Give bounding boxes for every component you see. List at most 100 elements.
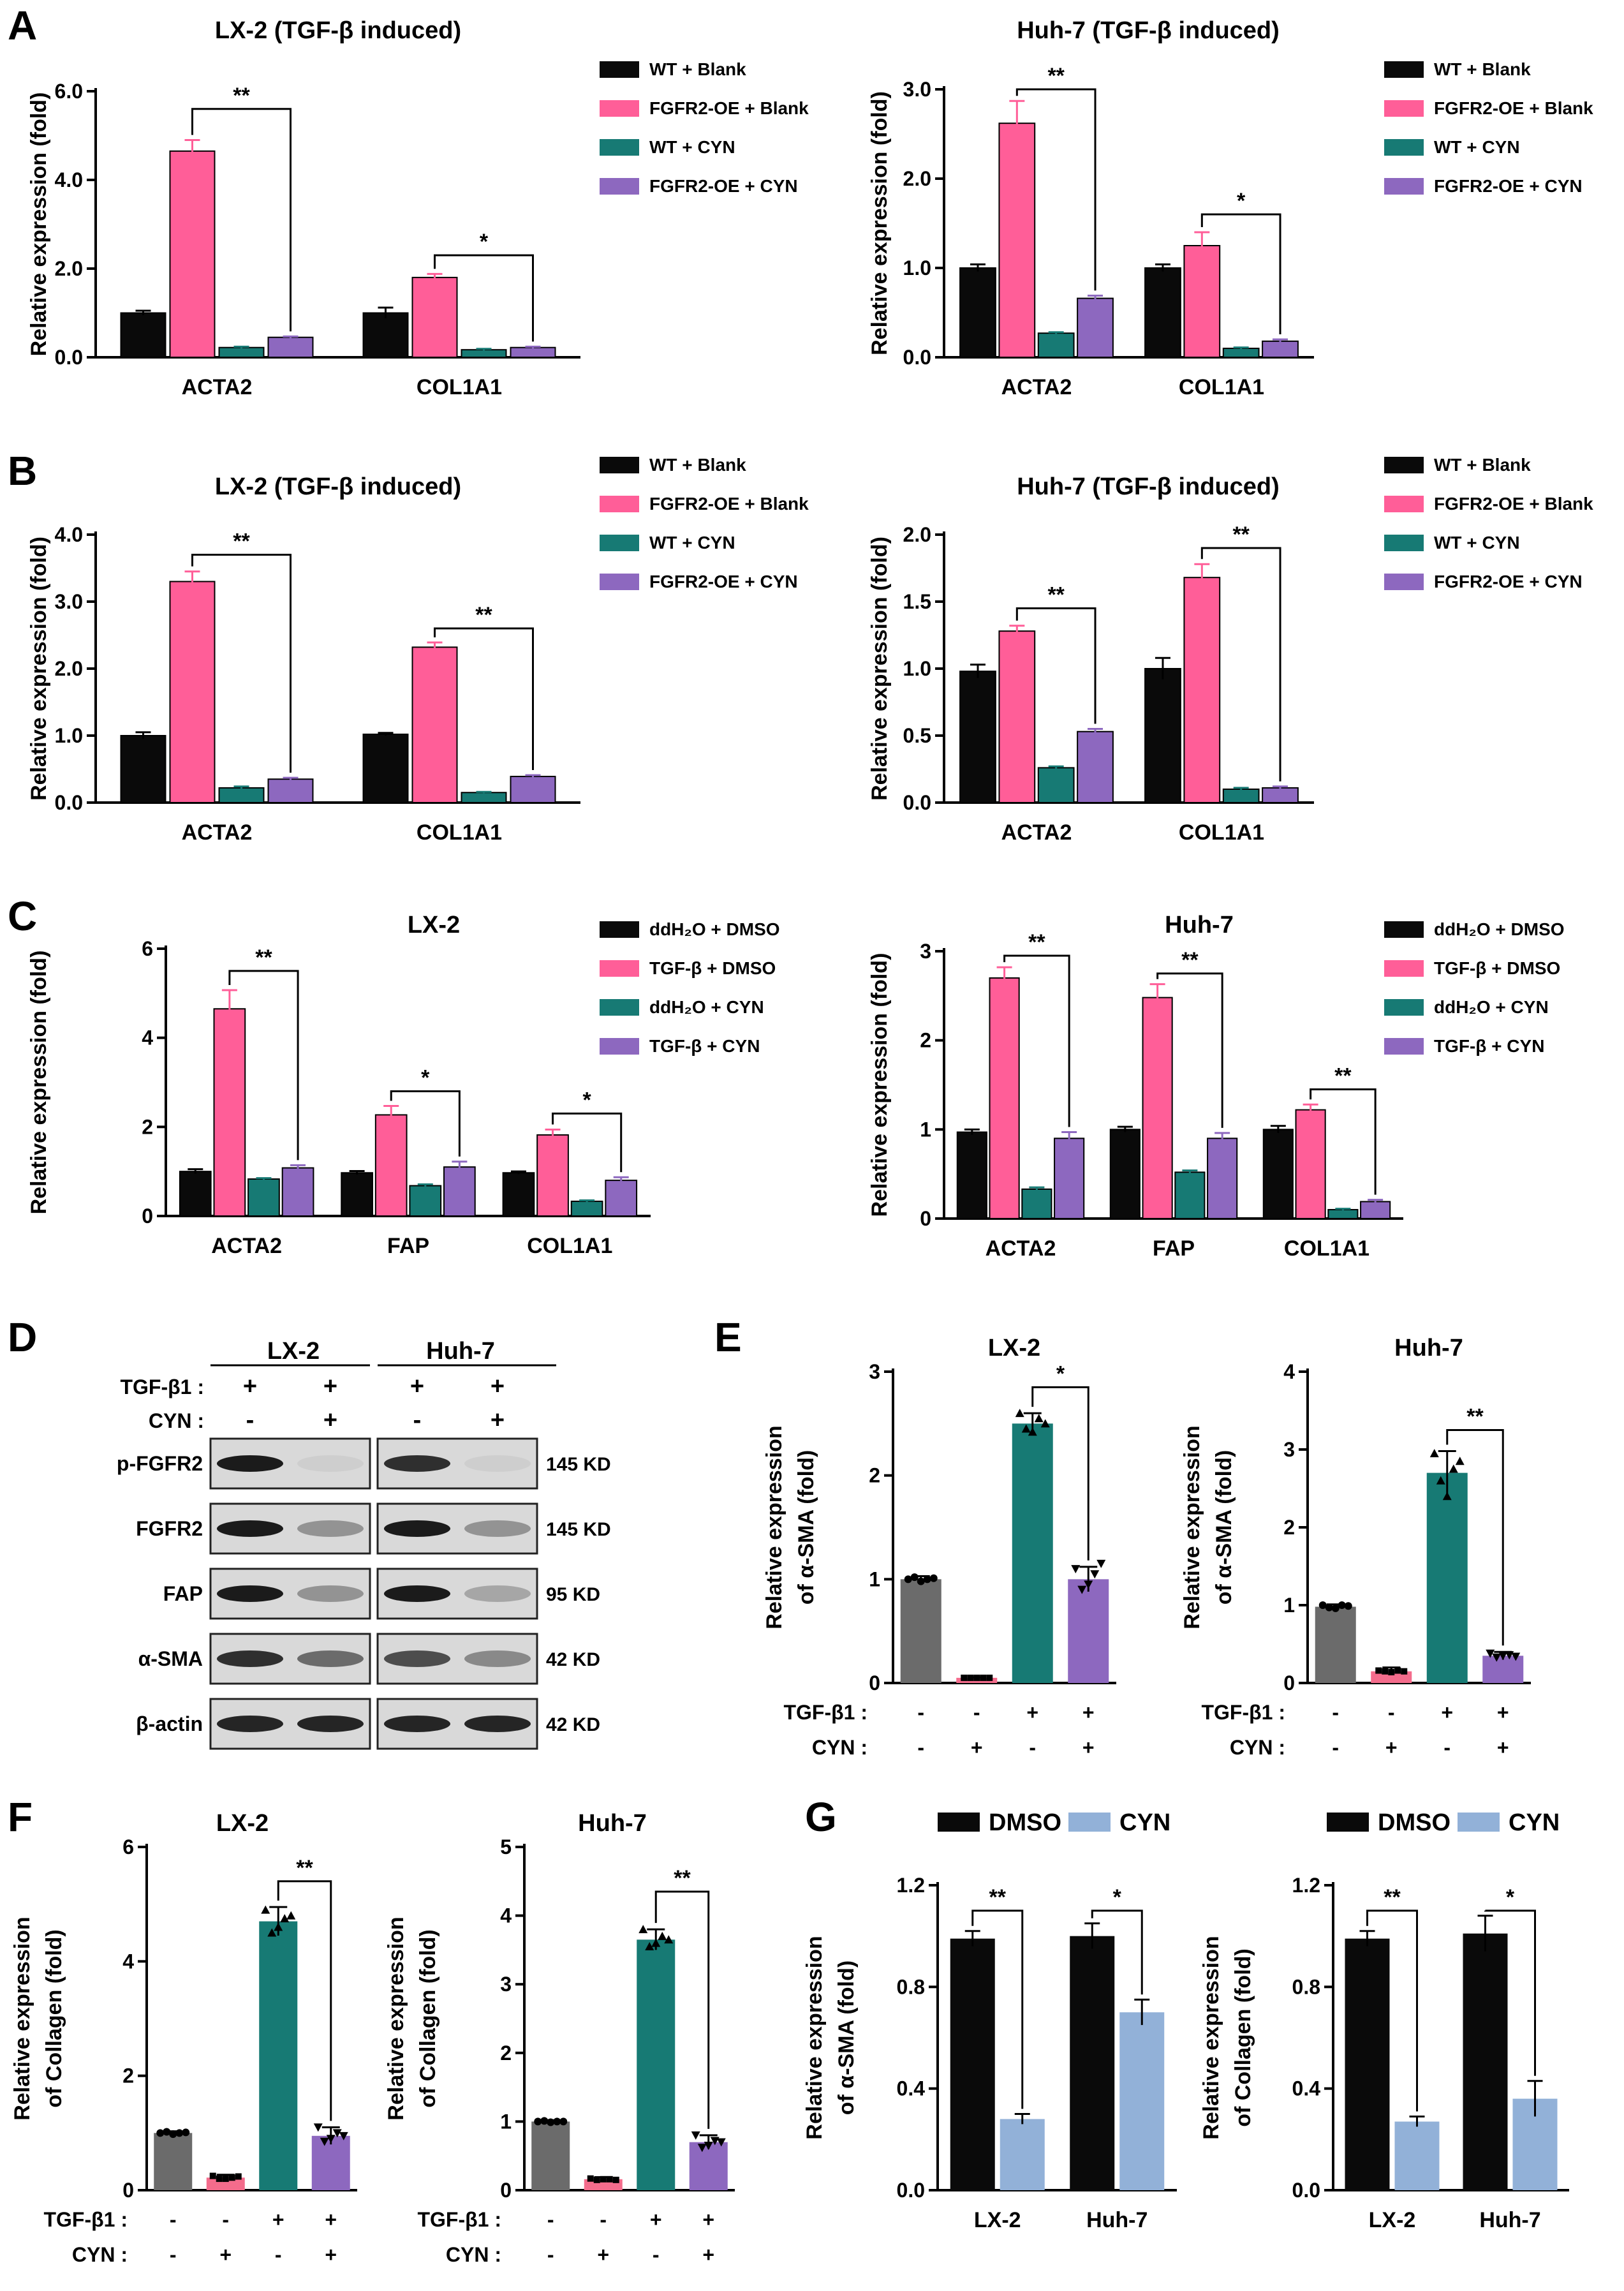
data-point [929, 1574, 938, 1582]
bar [120, 735, 166, 803]
y-tick-label: 5 [500, 1835, 512, 1858]
bar [605, 1180, 638, 1217]
legend-swatch [600, 100, 639, 117]
bar [120, 312, 166, 358]
bar [502, 1172, 535, 1217]
legend-label: ddH₂O + DMSO [1434, 919, 1565, 939]
bar [1360, 1201, 1391, 1220]
bar [1183, 245, 1221, 358]
y-tick-label: 1.5 [903, 590, 931, 613]
bar [1021, 1188, 1052, 1220]
treatment-sign: - [547, 2243, 554, 2266]
bar [1295, 1109, 1326, 1220]
bar [1037, 332, 1075, 359]
y-tick-label: 1 [869, 1568, 880, 1590]
legend-label: FGFR2-OE + CYN [649, 176, 798, 196]
y-tick-label: 2.0 [903, 523, 931, 546]
data-point [639, 1925, 648, 1934]
bar [213, 1008, 246, 1217]
significance-label: ** [1047, 583, 1065, 607]
cell-line-label: LX-2 [267, 1338, 320, 1365]
category-label: COL1A1 [417, 820, 502, 845]
chart-title: LX-2 [408, 912, 460, 938]
category-label: ACTA2 [211, 1234, 282, 1258]
significance-label: ** [1047, 64, 1065, 88]
bar [959, 267, 996, 358]
chart-c-huh7: 0 1 2 3 Relative expression (fold) Huh-7 ACTA2… [867, 912, 1565, 1261]
legend-label: WT + Blank [1434, 59, 1531, 79]
legend-swatch [600, 496, 639, 512]
treatment-sign: + [1497, 1736, 1509, 1759]
y-axis-label: Relative expression (fold) [27, 951, 51, 1215]
category-label: ACTA2 [985, 1236, 1056, 1261]
y-tick-label: 3 [500, 1973, 512, 1996]
bar [267, 778, 314, 803]
legend-swatch [1384, 496, 1424, 512]
significance-label: * [1113, 1885, 1122, 1909]
y-axis-label: of α-SMA (fold) [834, 1961, 859, 2115]
bar [998, 122, 1036, 358]
y-tick-label: 0 [920, 1207, 931, 1230]
data-point [1511, 1652, 1521, 1661]
data-point [547, 2118, 555, 2126]
y-tick-label: 2 [920, 1029, 931, 1052]
treatment-sign: + [1082, 1736, 1095, 1759]
chart-title: Huh-7 [578, 1810, 647, 1837]
y-tick-label: 0.8 [1292, 1975, 1320, 1998]
y-tick-label: 2.0 [55, 657, 83, 680]
legend-label: WT + Blank [649, 59, 746, 79]
bar [362, 733, 409, 804]
treatment-label: TGF-β1 : [783, 1701, 867, 1724]
bar [989, 977, 1020, 1220]
legend-swatch [1384, 178, 1424, 195]
y-tick-label: 0.4 [897, 2077, 926, 2100]
molecular-weight-label: 145 KD [546, 1519, 611, 1540]
legend-swatch [600, 61, 639, 78]
bar [311, 2135, 350, 2190]
bar [169, 150, 216, 358]
bar [461, 792, 507, 803]
category-label: Huh-7 [1086, 2208, 1148, 2232]
y-tick-label: 1 [500, 2110, 512, 2133]
bar [1077, 297, 1114, 359]
y-tick-label: 2.0 [903, 167, 931, 190]
bar [1070, 1936, 1115, 2190]
y-tick-label: 0 [142, 1205, 153, 1227]
legend-label: CYN [1509, 1809, 1560, 1836]
legend-swatch [1384, 960, 1424, 977]
data-point [691, 2131, 700, 2140]
legend-swatch [1384, 139, 1424, 156]
bar [1142, 997, 1173, 1220]
significance-label: ** [1466, 1405, 1484, 1429]
data-point [1077, 1585, 1087, 1594]
category-label: ACTA2 [1001, 375, 1072, 399]
category-label: COL1A1 [1179, 820, 1264, 845]
chart-f-huh7: 0 1 2 3 4 5 Relative expression of Collagen (fo… [384, 1810, 735, 2266]
category-label: ACTA2 [1001, 820, 1072, 845]
legend-label: FGFR2-OE + Blank [1434, 98, 1593, 118]
data-point [1442, 1492, 1452, 1501]
treatment-sign: + [1385, 1736, 1398, 1759]
legend-label: WT + Blank [649, 455, 746, 475]
chart-g-collagen: 0.0 0.4 0.8 1.2 Relative expression of Collag… [1199, 1809, 1569, 2232]
chart-title: Huh-7 (TGF-β induced) [1017, 17, 1280, 44]
treatment-sign: + [272, 2208, 284, 2231]
bar [443, 1166, 476, 1217]
chart-c-lx2: 0 2 4 6 Relative expression (fold) LX-2 ACTA2 F… [27, 912, 780, 1258]
treatment-sign: - [1443, 1736, 1451, 1759]
data-point [163, 2128, 171, 2136]
data-point [973, 1674, 980, 1681]
significance-bracket [1003, 954, 1070, 1127]
significance-bracket [1310, 1088, 1377, 1195]
legend-swatch [1327, 1813, 1369, 1832]
blot-band [297, 1716, 364, 1732]
panel-letter-b: B [8, 448, 37, 494]
treatment-sign: - [547, 2208, 554, 2231]
bar [959, 671, 996, 803]
chart-title: LX-2 [216, 1810, 269, 1837]
bar [1144, 267, 1181, 358]
molecular-weight-label: 145 KD [546, 1454, 611, 1475]
bar [1183, 577, 1221, 803]
bar [259, 1921, 298, 2190]
